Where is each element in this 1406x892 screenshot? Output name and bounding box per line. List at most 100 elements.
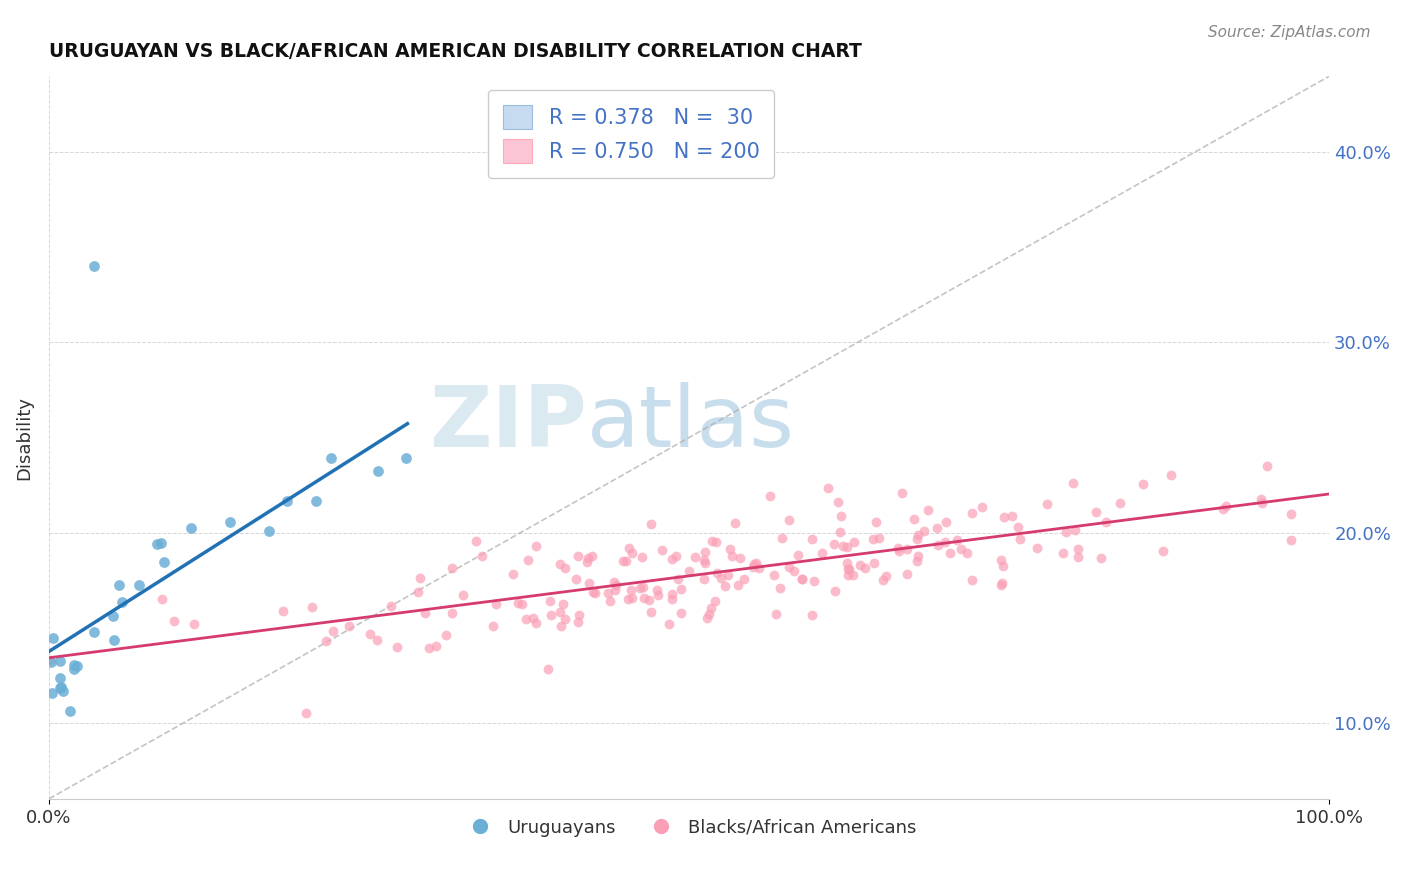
Point	[830, 509, 852, 524]
Point	[721, 549, 744, 563]
Point	[700, 534, 723, 549]
Point	[380, 599, 402, 613]
Point	[891, 485, 914, 500]
Point	[678, 564, 700, 578]
Point	[548, 557, 571, 571]
Point	[294, 706, 316, 721]
Point	[1212, 502, 1234, 516]
Point	[778, 513, 800, 527]
Point	[359, 626, 381, 640]
Point	[993, 559, 1015, 574]
Point	[603, 583, 626, 598]
Point	[107, 578, 129, 592]
Point	[935, 515, 957, 529]
Point	[63, 662, 86, 676]
Point	[517, 553, 540, 567]
Point	[614, 554, 637, 568]
Point	[907, 549, 929, 563]
Point	[695, 556, 717, 570]
Point	[515, 612, 537, 626]
Point	[1160, 468, 1182, 483]
Point	[763, 568, 786, 582]
Point	[367, 464, 389, 478]
Point	[149, 536, 172, 550]
Point	[661, 587, 683, 601]
Point	[717, 567, 740, 582]
Point	[41, 655, 63, 669]
Point	[596, 586, 619, 600]
Point	[853, 561, 876, 575]
Point	[1095, 515, 1118, 529]
Point	[704, 535, 727, 549]
Point	[837, 562, 859, 576]
Point	[831, 540, 853, 554]
Point	[665, 549, 688, 563]
Point	[1010, 533, 1032, 547]
Point	[875, 569, 897, 583]
Point	[576, 555, 599, 569]
Point	[849, 558, 872, 572]
Point	[617, 541, 640, 555]
Point	[59, 704, 82, 718]
Point	[425, 639, 447, 653]
Point	[599, 593, 621, 607]
Point	[759, 490, 782, 504]
Point	[970, 500, 993, 514]
Point	[524, 615, 547, 630]
Point	[827, 495, 849, 509]
Point	[1066, 541, 1088, 556]
Point	[550, 605, 572, 619]
Point	[1256, 458, 1278, 473]
Point	[305, 494, 328, 508]
Point	[991, 575, 1014, 590]
Point	[714, 580, 737, 594]
Point	[993, 510, 1015, 524]
Point	[669, 606, 692, 620]
Point	[1001, 508, 1024, 523]
Point	[706, 566, 728, 580]
Point	[960, 574, 983, 588]
Point	[441, 561, 464, 575]
Point	[903, 511, 925, 525]
Point	[905, 532, 928, 546]
Point	[583, 586, 606, 600]
Point	[385, 640, 408, 654]
Point	[409, 571, 432, 585]
Point	[617, 592, 640, 607]
Point	[803, 574, 825, 588]
Point	[896, 542, 918, 557]
Point	[66, 658, 89, 673]
Point	[768, 581, 790, 595]
Point	[506, 596, 529, 610]
Point	[471, 549, 494, 563]
Point	[180, 521, 202, 535]
Point	[510, 597, 533, 611]
Point	[946, 533, 969, 548]
Point	[83, 260, 105, 274]
Point	[696, 610, 718, 624]
Text: ZIP: ZIP	[429, 382, 586, 465]
Point	[907, 528, 929, 542]
Point	[631, 580, 654, 594]
Point	[633, 591, 655, 606]
Point	[912, 524, 935, 538]
Point	[868, 531, 890, 545]
Point	[693, 572, 716, 586]
Point	[782, 564, 804, 578]
Point	[52, 683, 75, 698]
Point	[1036, 497, 1059, 511]
Point	[748, 561, 770, 575]
Point	[1090, 551, 1112, 566]
Point	[567, 615, 589, 630]
Point	[41, 685, 63, 699]
Point	[1067, 549, 1090, 564]
Point	[321, 451, 343, 466]
Point	[1084, 505, 1107, 519]
Point	[301, 599, 323, 614]
Point	[481, 618, 503, 632]
Point	[219, 515, 242, 529]
Point	[685, 550, 707, 565]
Point	[1215, 500, 1237, 514]
Point	[49, 681, 72, 695]
Point	[605, 577, 627, 591]
